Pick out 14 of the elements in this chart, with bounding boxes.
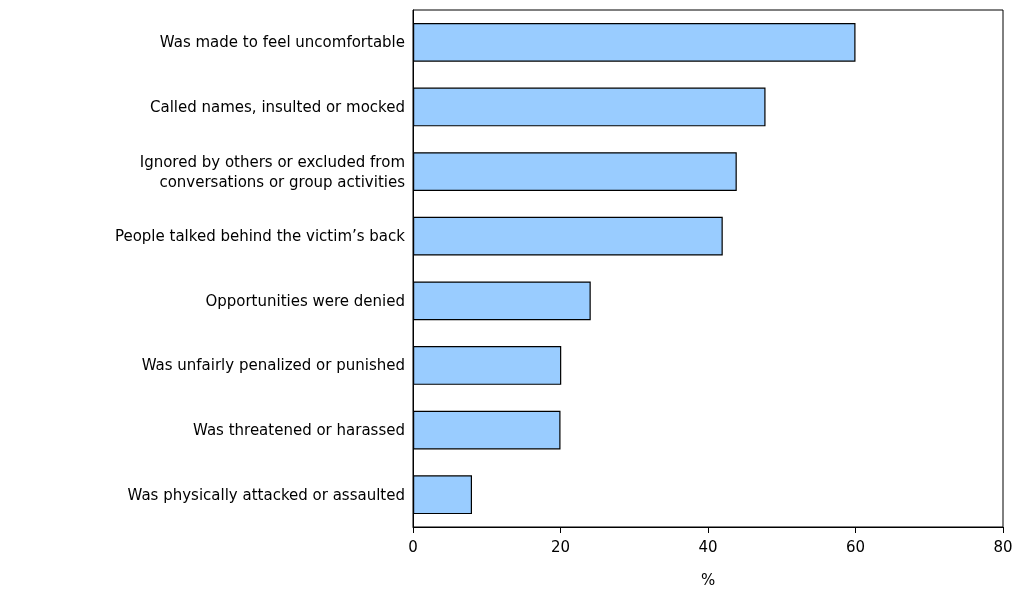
y-tick-label: Was made to feel uncomfortable (159, 33, 405, 52)
y-tick-label: Was physically attacked or assaulted (127, 485, 405, 504)
x-tick-label: 80 (993, 537, 1013, 556)
y-tick-label: Was threatened or harassed (193, 421, 405, 440)
x-tick-label: 0 (408, 537, 418, 556)
x-tick-label: 40 (698, 537, 718, 556)
x-axis-title: % (700, 570, 716, 589)
y-tick-label: Was unfairly penalized or punished (141, 356, 405, 375)
x-tick-label: 60 (845, 537, 866, 556)
y-tick-label: Called names, insulted or mocked (149, 97, 405, 116)
y-tick-label: Opportunities were denied (205, 291, 405, 310)
x-tick-label: 20 (550, 537, 571, 556)
y-tick-label: Ignored by others or excluded from conversations or group activities (139, 152, 406, 191)
y-tick-label: People talked behind the victim’s back (114, 227, 406, 246)
